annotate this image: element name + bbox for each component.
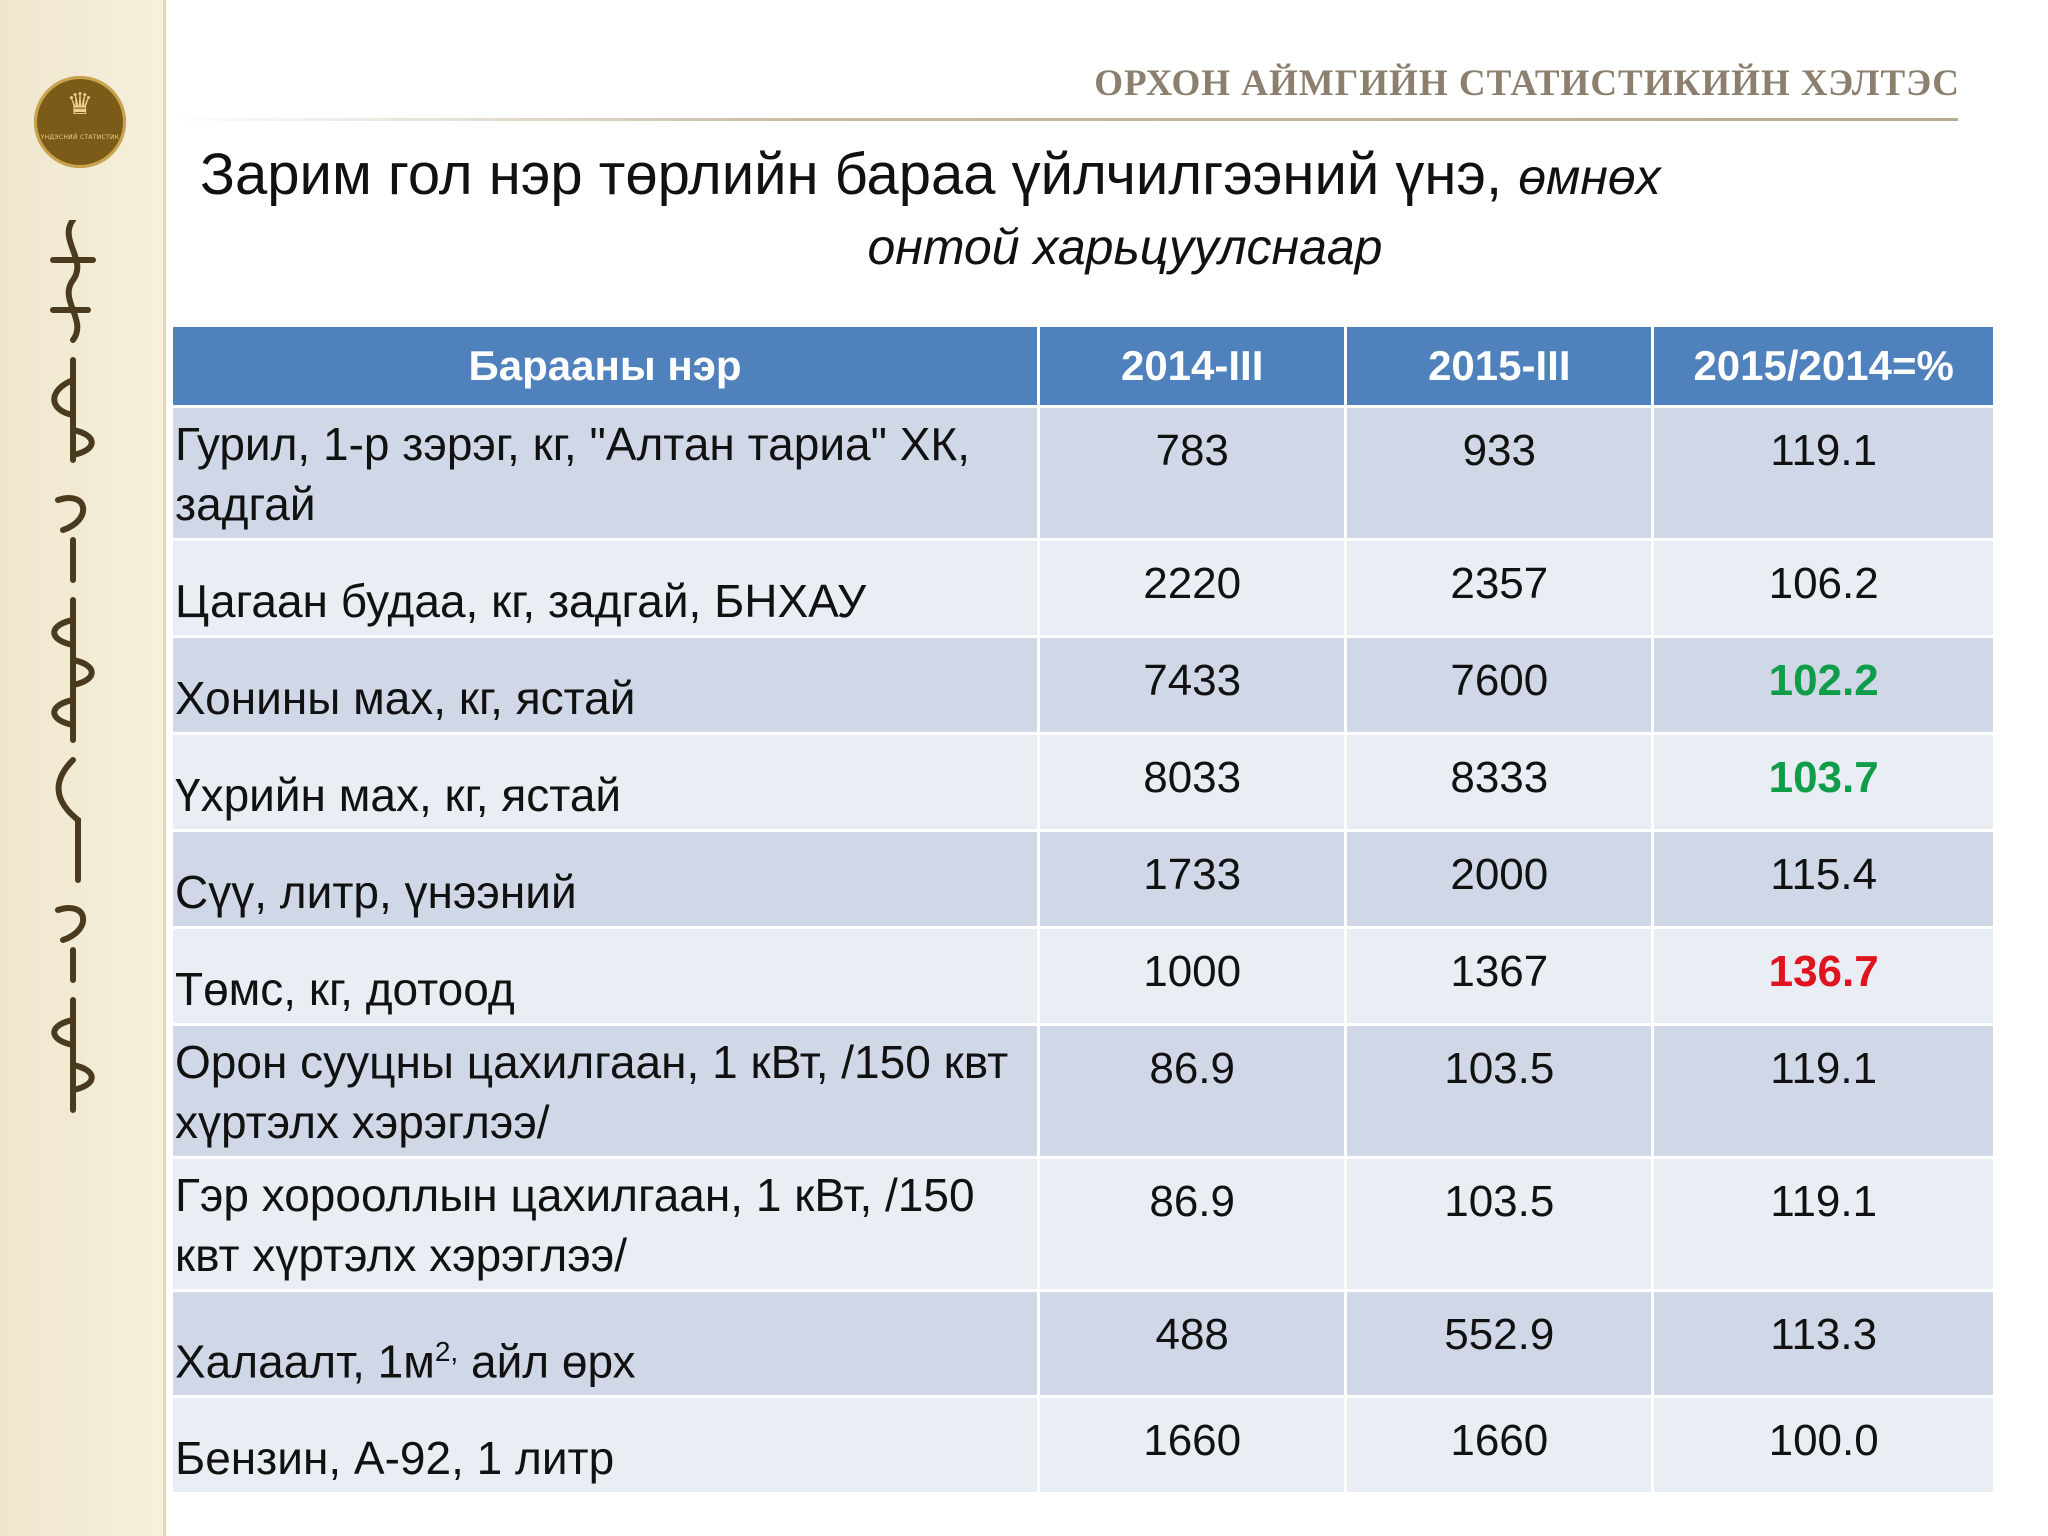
soyombo-emblem-icon: ♛ bbox=[66, 87, 94, 122]
value-2015: 7600 bbox=[1347, 638, 1652, 732]
value-2014: 1000 bbox=[1040, 929, 1345, 1023]
price-comparison-table: Барааны нэр 2014-III 2015-III 2015/2014=… bbox=[170, 324, 1996, 1495]
value-percent: 106.2 bbox=[1654, 541, 1993, 635]
value-2014: 783 bbox=[1040, 408, 1345, 538]
item-name: Орон сууцны цахилгаан, 1 кВт, /150 квт х… bbox=[173, 1026, 1038, 1156]
item-name: Үхрийн мах, кг, ястай bbox=[173, 735, 1038, 829]
value-2015: 2357 bbox=[1347, 541, 1652, 635]
sidebar-decoration: ♛ ҮНДЭСНИЙ СТАТИСТИК bbox=[0, 0, 166, 1536]
national-statistics-logo-icon: ♛ ҮНДЭСНИЙ СТАТИСТИК bbox=[34, 76, 126, 168]
value-2014: 1733 bbox=[1040, 832, 1345, 926]
table-row: Сүү, литр, үнээний 1733 2000 115.4 bbox=[173, 832, 1993, 926]
value-2015: 8333 bbox=[1347, 735, 1652, 829]
header-divider bbox=[168, 118, 1958, 121]
value-2014: 8033 bbox=[1040, 735, 1345, 829]
item-name: Гэр хорооллын цахилгаан, 1 кВт, /150 квт… bbox=[173, 1159, 1038, 1289]
value-2015: 103.5 bbox=[1347, 1026, 1652, 1156]
table-row: Хонины мах, кг, ястай 7433 7600 102.2 bbox=[173, 638, 1993, 732]
item-name: Төмс, кг, дотоод bbox=[173, 929, 1038, 1023]
logo-caption: ҮНДЭСНИЙ СТАТИСТИК bbox=[40, 134, 120, 141]
header-percent: 2015/2014=% bbox=[1654, 327, 1993, 405]
table-row: Гурил, 1-р зэрэг, кг, "Алтан тариа" ХК, … bbox=[173, 408, 1993, 538]
table-row: Халаалт, 1м2, айл өрх 488 552.9 113.3 bbox=[173, 1292, 1993, 1396]
item-name: Халаалт, 1м2, айл өрх bbox=[173, 1292, 1038, 1396]
value-2014: 2220 bbox=[1040, 541, 1345, 635]
header-2015-iii: 2015-III bbox=[1347, 327, 1652, 405]
item-name: Хонины мах, кг, ястай bbox=[173, 638, 1038, 732]
item-name-suffix: айл өрх bbox=[458, 1335, 636, 1388]
value-percent: 136.7 bbox=[1654, 929, 1993, 1023]
item-name: Цагаан будаа, кг, задгай, БНХАУ bbox=[173, 541, 1038, 635]
table-header-row: Барааны нэр 2014-III 2015-III 2015/2014=… bbox=[173, 327, 1993, 405]
value-2015: 552.9 bbox=[1347, 1292, 1652, 1396]
value-2014: 1660 bbox=[1040, 1398, 1345, 1493]
table-row: Бензин, А-92, 1 литр 1660 1660 100.0 bbox=[173, 1398, 1993, 1493]
value-2015: 2000 bbox=[1347, 832, 1652, 926]
value-percent: 113.3 bbox=[1654, 1292, 1993, 1396]
value-2014: 488 bbox=[1040, 1292, 1345, 1396]
title-sub-part1: өмнөх bbox=[1518, 149, 1661, 205]
table-row: Төмс, кг, дотоод 1000 1367 136.7 bbox=[173, 929, 1993, 1023]
mongolian-script-icon bbox=[50, 220, 96, 1113]
value-2014: 86.9 bbox=[1040, 1026, 1345, 1156]
value-percent: 119.1 bbox=[1654, 1026, 1993, 1156]
value-2015: 103.5 bbox=[1347, 1159, 1652, 1289]
header-2014-iii: 2014-III bbox=[1040, 327, 1345, 405]
table-row: Үхрийн мах, кг, ястай 8033 8333 103.7 bbox=[173, 735, 1993, 829]
item-name: Сүү, литр, үнээний bbox=[173, 832, 1038, 926]
sidebar-edge bbox=[163, 0, 166, 1536]
organization-name: ОРХОН АЙМГИЙН СТАТИСТИКИЙН ХЭЛТЭС bbox=[1094, 63, 1960, 104]
title-main: Зарим гол нэр төрлийн бараа үйлчилгээний… bbox=[200, 142, 1519, 207]
header-item-name: Барааны нэр bbox=[173, 327, 1038, 405]
value-percent: 100.0 bbox=[1654, 1398, 1993, 1493]
value-2015: 933 bbox=[1347, 408, 1652, 538]
value-percent: 102.2 bbox=[1654, 638, 1993, 732]
value-percent: 119.1 bbox=[1654, 408, 1993, 538]
value-percent: 115.4 bbox=[1654, 832, 1993, 926]
value-2015: 1367 bbox=[1347, 929, 1652, 1023]
value-2014: 86.9 bbox=[1040, 1159, 1345, 1289]
value-percent: 119.1 bbox=[1654, 1159, 1993, 1289]
value-percent: 103.7 bbox=[1654, 735, 1993, 829]
value-2014: 7433 bbox=[1040, 638, 1345, 732]
title-sub-part2: онтой харьцуулснаар bbox=[867, 219, 1383, 275]
item-name-superscript: 2, bbox=[434, 1336, 459, 1367]
table-row: Орон сууцны цахилгаан, 1 кВт, /150 квт х… bbox=[173, 1026, 1993, 1156]
page-title: Зарим гол нэр төрлийн бараа үйлчилгээний… bbox=[200, 140, 1920, 282]
item-name-prefix: Халаалт, 1м bbox=[175, 1335, 435, 1388]
table-row: Цагаан будаа, кг, задгай, БНХАУ 2220 235… bbox=[173, 541, 1993, 635]
value-2015: 1660 bbox=[1347, 1398, 1652, 1493]
table-row: Гэр хорооллын цахилгаан, 1 кВт, /150 квт… bbox=[173, 1159, 1993, 1289]
item-name: Бензин, А-92, 1 литр bbox=[173, 1398, 1038, 1493]
item-name: Гурил, 1-р зэрэг, кг, "Алтан тариа" ХК, … bbox=[173, 408, 1038, 538]
